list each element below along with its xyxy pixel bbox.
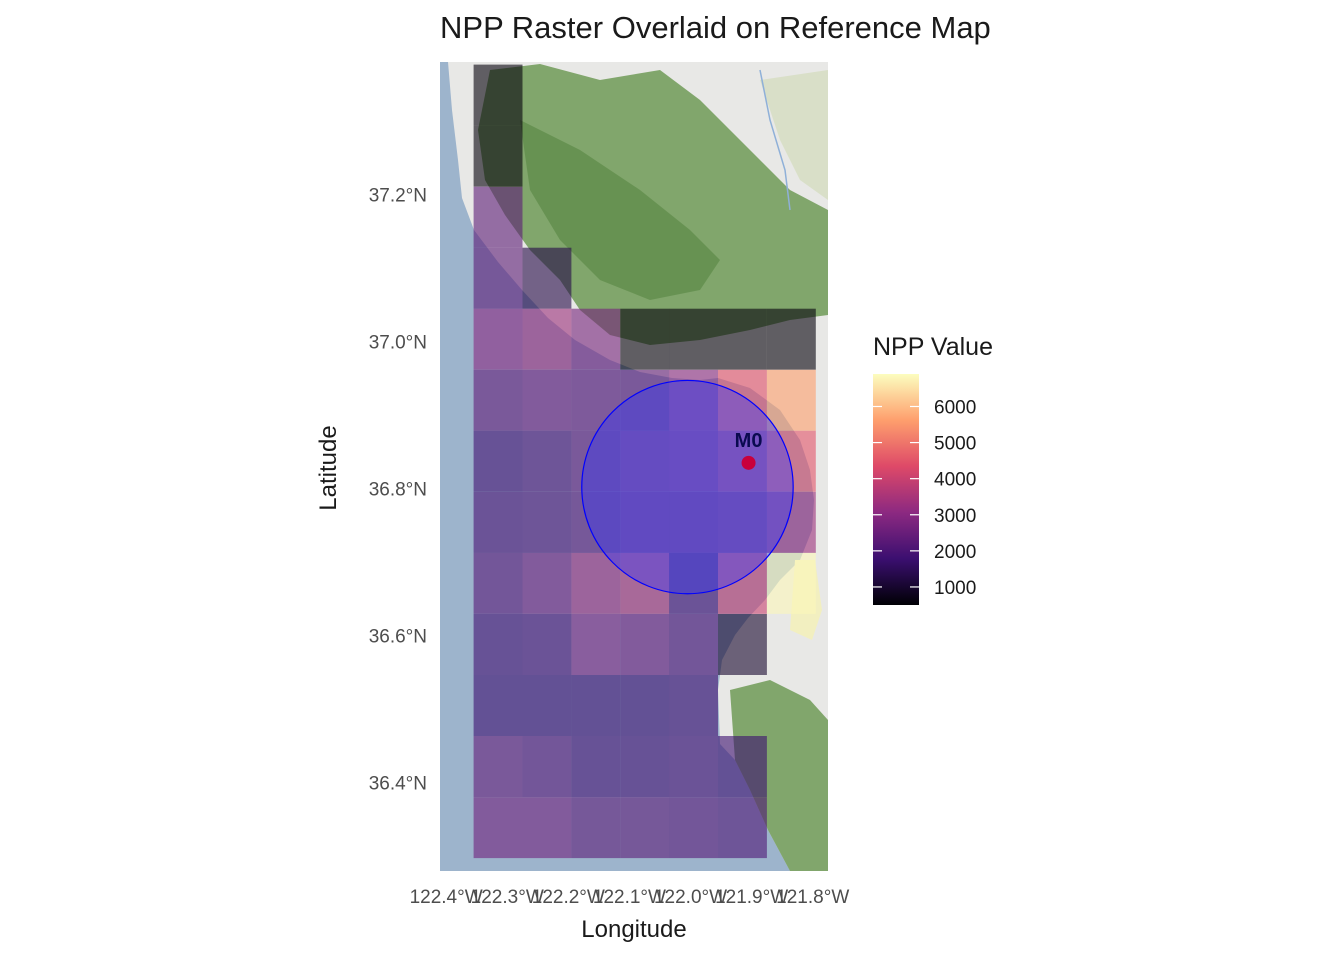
npp-cell <box>766 369 816 431</box>
npp-cell <box>620 491 670 553</box>
npp-cell <box>473 552 523 614</box>
npp-legend: NPP Value 6000 5000 4000 3000 2000 1000 <box>873 333 993 605</box>
npp-raster <box>473 64 816 859</box>
x-tick-label: 121.8°W <box>776 887 849 908</box>
npp-cell <box>620 797 670 859</box>
npp-cell <box>620 430 670 492</box>
buffer-circle <box>581 379 794 595</box>
legend-colorbar <box>873 374 919 605</box>
npp-cell <box>669 430 718 492</box>
npp-cell <box>522 430 572 492</box>
npp-cell <box>473 247 523 309</box>
npp-cell <box>571 614 621 675</box>
npp-cell <box>473 675 523 736</box>
npp-cell <box>473 308 523 370</box>
y-tick-label: 36.4°N <box>369 774 427 795</box>
legend-tick-label: 3000 <box>934 506 976 527</box>
npp-cell <box>766 308 816 370</box>
npp-cell <box>522 797 572 859</box>
npp-cell <box>571 675 621 736</box>
x-tick-label: 121.9°W <box>715 887 788 908</box>
npp-cell <box>571 736 621 797</box>
npp-cell <box>473 614 523 675</box>
y-axis-title: Latitude <box>315 425 342 510</box>
npp-cell <box>718 308 767 370</box>
npp-cell <box>522 247 572 309</box>
npp-cell <box>473 491 523 553</box>
npp-cell <box>620 308 670 370</box>
npp-cell <box>620 614 670 675</box>
npp-cell <box>522 308 572 370</box>
npp-cell <box>522 675 572 736</box>
npp-cell <box>669 491 718 553</box>
npp-cell <box>522 614 572 675</box>
npp-cell <box>669 675 718 736</box>
y-tick-label: 37.2°N <box>369 185 427 206</box>
npp-cell <box>473 186 523 248</box>
npp-cell <box>473 64 523 126</box>
npp-cell <box>620 552 670 614</box>
x-tick-label: 122.1°W <box>593 887 666 908</box>
y-tick-label: 36.8°N <box>369 480 427 501</box>
npp-cell <box>571 369 621 431</box>
npp-cell <box>718 614 767 675</box>
npp-cell <box>718 552 767 614</box>
x-tick-label: 122.0°W <box>654 887 727 908</box>
legend-tick-label: 4000 <box>934 470 976 491</box>
npp-cell <box>522 736 572 797</box>
x-axis-ticks: 122.4°W122.3°W122.2°W122.1°W122.0°W121.9… <box>410 887 850 908</box>
npp-cell <box>473 369 523 431</box>
npp-cell <box>669 552 718 614</box>
npp-cell <box>669 614 718 675</box>
legend-tick-label: 2000 <box>934 542 976 563</box>
npp-cell <box>473 125 523 187</box>
npp-cell <box>669 369 718 431</box>
legend-tick-label: 5000 <box>934 434 976 455</box>
marker-point-m0[interactable] <box>741 455 756 470</box>
basemap-forest-ridge <box>520 120 720 300</box>
npp-cell <box>571 552 621 614</box>
x-tick-label: 122.4°W <box>410 887 483 908</box>
npp-cell <box>571 491 621 553</box>
x-tick-label: 122.2°W <box>532 887 605 908</box>
y-tick-label: 37.0°N <box>369 332 427 353</box>
plot-title: NPP Raster Overlaid on Reference Map <box>440 10 991 45</box>
npp-cell <box>571 308 621 370</box>
npp-cell <box>718 491 767 553</box>
npp-cell <box>718 736 767 797</box>
npp-cell <box>766 491 816 553</box>
npp-cell <box>620 736 670 797</box>
legend-title: NPP Value <box>873 333 993 361</box>
npp-cell <box>718 797 767 859</box>
y-axis-ticks: 37.2°N 37.0°N 36.8°N 36.6°N 36.4°N <box>369 185 427 794</box>
npp-cell <box>766 430 816 492</box>
npp-cell <box>522 552 572 614</box>
npp-cell <box>473 797 523 859</box>
npp-cell <box>620 675 670 736</box>
legend-ticks: 6000 5000 4000 3000 2000 1000 <box>873 397 976 599</box>
basemap-forest-south <box>730 680 828 871</box>
legend-tick-label: 6000 <box>934 397 976 418</box>
basemap-river <box>759 69 791 211</box>
npp-cell <box>669 736 718 797</box>
x-tick-label: 122.3°W <box>471 887 544 908</box>
marker-label-m0: M0 <box>735 430 763 452</box>
y-tick-label: 36.6°N <box>369 627 427 648</box>
npp-cell <box>718 369 767 431</box>
npp-cell <box>473 430 523 492</box>
basemap-lowland-east <box>760 70 828 200</box>
npp-cell <box>473 736 523 797</box>
npp-cell <box>669 797 718 859</box>
x-axis-title: Longitude <box>581 916 686 943</box>
npp-cell <box>522 491 572 553</box>
npp-cell <box>620 369 670 431</box>
npp-cell <box>669 308 718 370</box>
npp-cell <box>571 430 621 492</box>
npp-cell <box>571 797 621 859</box>
npp-cell <box>522 369 572 431</box>
npp-cell <box>766 552 816 614</box>
legend-tick-label: 1000 <box>934 578 976 599</box>
